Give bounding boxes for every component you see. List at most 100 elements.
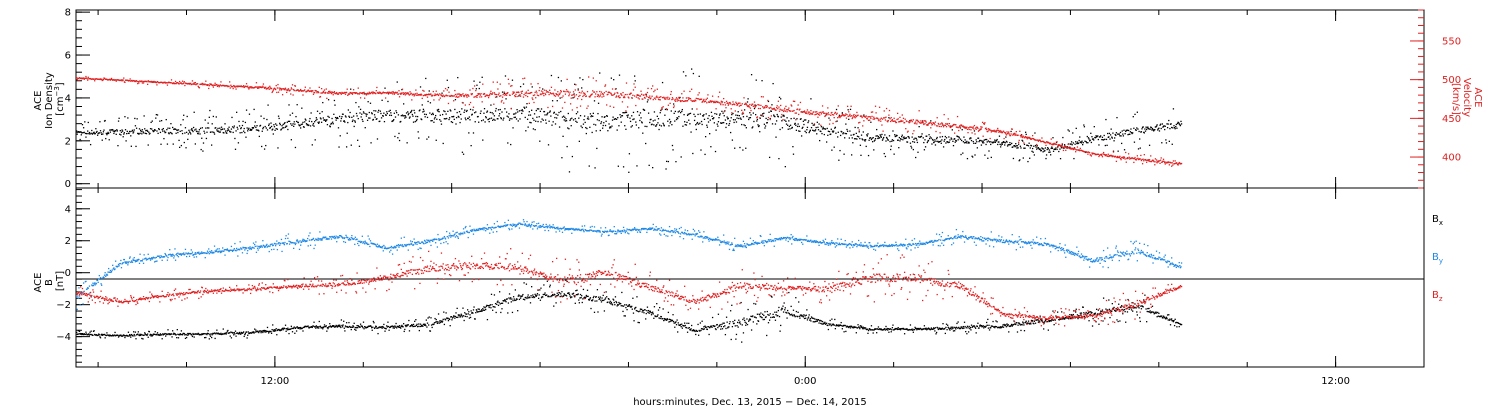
bx-point	[392, 327, 394, 329]
velocity-point	[753, 105, 755, 107]
density-point	[875, 135, 877, 137]
bx-point	[336, 326, 338, 328]
velocity-point	[750, 104, 753, 106]
bx-point	[603, 299, 605, 302]
density-point	[803, 119, 806, 121]
density-point	[187, 138, 189, 141]
bx-point	[257, 331, 259, 333]
density-point	[504, 108, 506, 110]
bx-point	[238, 333, 240, 335]
density-point	[393, 112, 395, 114]
bx-point	[424, 323, 426, 326]
velocity-point	[943, 113, 945, 116]
density-point	[1108, 136, 1110, 138]
density-point	[269, 127, 271, 129]
velocity-point	[78, 79, 80, 82]
velocity-point	[887, 121, 889, 123]
bx-point	[213, 332, 216, 334]
density-point	[251, 126, 254, 129]
velocity-point	[512, 92, 515, 94]
bx-point	[356, 324, 358, 327]
density-point	[858, 136, 860, 138]
density-point	[807, 121, 809, 124]
bx-point	[133, 331, 135, 333]
velocity-point	[827, 112, 830, 114]
bx-point	[159, 334, 161, 337]
velocity-point	[277, 91, 280, 93]
density-point	[550, 115, 552, 117]
density-point	[601, 127, 604, 129]
velocity-point	[540, 90, 543, 92]
velocity-point	[293, 88, 295, 91]
velocity-point	[736, 103, 739, 106]
velocity-point	[896, 112, 899, 115]
density-point	[1095, 136, 1098, 138]
density-point	[441, 113, 444, 116]
density-point	[991, 141, 993, 143]
velocity-point	[509, 94, 511, 97]
bx-point	[436, 322, 439, 325]
density-point	[475, 88, 478, 90]
velocity-point	[236, 86, 238, 88]
velocity-point	[912, 119, 914, 121]
velocity-point	[742, 112, 745, 115]
velocity-point	[1020, 134, 1023, 136]
velocity-point	[1128, 156, 1130, 158]
velocity-point	[837, 105, 839, 107]
velocity-point	[633, 95, 636, 97]
velocity-point	[320, 87, 323, 90]
density-point	[1041, 147, 1043, 149]
velocity-point	[365, 93, 367, 95]
bx-point	[77, 330, 80, 332]
velocity-point	[880, 117, 882, 119]
bx-point	[638, 321, 640, 324]
density-point	[151, 120, 153, 122]
bx-point	[97, 334, 99, 336]
velocity-point	[76, 77, 78, 79]
density-point	[430, 113, 433, 116]
velocity-point	[642, 98, 644, 100]
velocity-point	[597, 93, 599, 96]
velocity-point	[648, 97, 650, 99]
bx-point	[626, 308, 628, 311]
density-point	[725, 123, 728, 125]
bx-point	[582, 298, 584, 300]
density-point	[1063, 147, 1065, 149]
density-point	[1075, 141, 1077, 143]
velocity-point	[818, 112, 820, 114]
bx-point	[315, 327, 317, 329]
velocity-point	[706, 102, 708, 104]
bx-point	[311, 325, 313, 328]
density-point	[608, 123, 610, 125]
density-point	[113, 132, 115, 135]
velocity-point	[731, 112, 733, 114]
right-tick-label: 550	[1442, 36, 1461, 47]
density-point	[580, 125, 582, 127]
bx-point	[176, 328, 178, 331]
bx-point	[657, 314, 659, 316]
density-point	[446, 79, 448, 81]
density-point	[283, 122, 286, 125]
density-point	[732, 119, 735, 121]
bx-point	[575, 290, 577, 292]
velocity-point	[815, 113, 817, 116]
density-point	[414, 112, 416, 114]
velocity-point	[780, 104, 782, 107]
density-point	[1126, 129, 1129, 131]
density-point	[800, 118, 802, 120]
density-point	[386, 111, 388, 113]
velocity-point	[286, 89, 288, 92]
density-point	[537, 120, 539, 123]
bx-point	[516, 298, 518, 300]
velocity-point	[512, 91, 514, 93]
velocity-point	[949, 126, 952, 129]
bx-point	[114, 331, 116, 334]
velocity-point	[560, 89, 562, 92]
density-point	[813, 124, 816, 126]
bx-point	[532, 295, 535, 298]
bx-point	[642, 310, 645, 312]
bx-point	[500, 311, 502, 314]
bx-point	[411, 324, 413, 326]
density-point	[812, 124, 814, 126]
velocity-point	[997, 127, 999, 130]
